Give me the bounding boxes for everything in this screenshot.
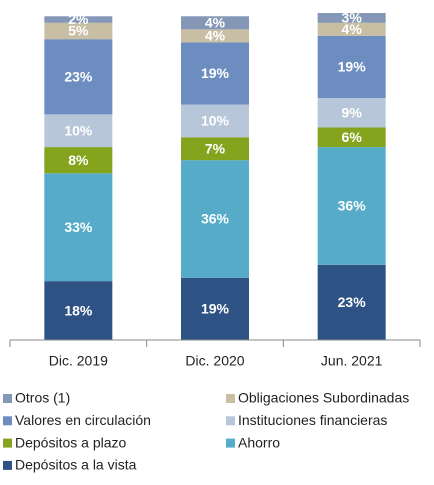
legend-label: Depósitos a plazo: [15, 434, 127, 450]
value-label: 4%: [342, 21, 363, 37]
value-label: 19%: [201, 301, 230, 317]
bar-segment: [44, 281, 113, 340]
value-label: 2%: [68, 11, 89, 27]
legend-label: Obligaciones Subordinadas: [238, 390, 409, 406]
legend-swatch: [3, 416, 12, 426]
bar-segment: [317, 98, 386, 128]
bar-segment: [317, 264, 386, 340]
bar-segment: [317, 13, 386, 23]
legend-label: Instituciones financieras: [238, 412, 387, 428]
bar-segment: [181, 29, 249, 43]
bar-segment: [44, 114, 113, 148]
legend-label: Ahorro: [238, 434, 280, 450]
bar-segment: [181, 277, 249, 340]
legend-swatch: [3, 460, 12, 470]
legend-swatch: [226, 394, 235, 403]
value-label: 33%: [64, 219, 93, 235]
legend-label: Valores en circulación: [15, 412, 151, 428]
bar-segment: [317, 127, 386, 148]
value-label: 8%: [68, 152, 89, 168]
bar-segment: [317, 22, 386, 36]
bar-segment: [317, 35, 386, 99]
legend-swatch: [226, 438, 235, 448]
bar-segment: [181, 42, 249, 105]
x-tick-label: Dic. 2019: [49, 353, 108, 369]
bar-segment: [44, 39, 113, 115]
value-label: 23%: [338, 294, 367, 310]
value-label: 6%: [342, 129, 363, 145]
bar-segment: [181, 137, 249, 161]
bar-segment: [44, 173, 113, 282]
bar-segment: [317, 147, 386, 265]
bar-segment: [181, 104, 249, 138]
value-label: 7%: [205, 140, 226, 156]
value-label: 5%: [68, 23, 89, 39]
value-label: 10%: [201, 113, 230, 129]
bar-segment: [181, 16, 249, 30]
legend-label: Otros (1): [15, 390, 70, 406]
value-label: 10%: [64, 122, 93, 138]
value-label: 4%: [205, 15, 226, 31]
value-label: 9%: [342, 104, 363, 120]
value-label: 23%: [64, 68, 93, 84]
value-label: 36%: [201, 211, 230, 227]
x-tick-label: Jun. 2021: [321, 353, 383, 369]
bar-segment: [44, 22, 113, 40]
x-tick-label: Dic. 2020: [185, 353, 244, 369]
value-label: 19%: [338, 59, 367, 75]
value-label: 36%: [338, 198, 367, 214]
bar-segment: [44, 16, 113, 23]
bar-segment: [181, 160, 249, 278]
value-label: 18%: [64, 302, 93, 318]
legend-swatch: [226, 416, 235, 426]
value-label: 4%: [205, 28, 226, 44]
bar-segment: [44, 147, 113, 174]
value-label: 19%: [201, 65, 230, 81]
legend-label: Depósitos a la vista: [15, 457, 137, 473]
legend-swatch: [3, 438, 12, 448]
legend-swatch: [3, 394, 12, 403]
value-label: 3%: [342, 10, 363, 26]
